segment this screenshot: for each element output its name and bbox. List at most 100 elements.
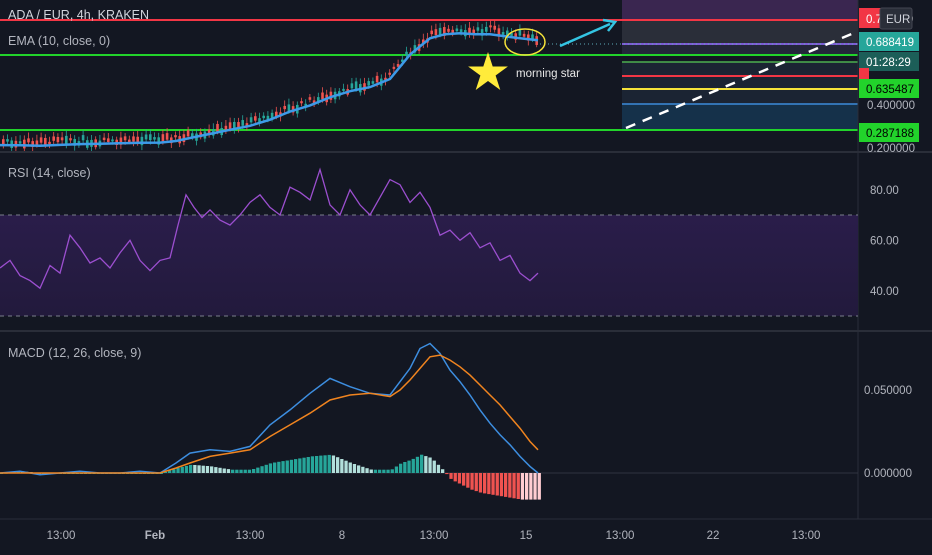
time-tick-label: 13:00	[792, 530, 821, 542]
candle	[44, 137, 47, 145]
macd-histogram-bar	[268, 463, 273, 473]
resistance-price-text: 0.7	[866, 14, 882, 26]
macd-histogram-bar	[340, 459, 344, 473]
macd-histogram-bar	[231, 469, 235, 473]
candle	[317, 97, 320, 102]
candle	[472, 29, 475, 35]
candle	[39, 137, 43, 143]
candle	[422, 39, 425, 44]
candle	[35, 140, 39, 145]
macd-histogram-bar	[529, 473, 533, 500]
macd-histogram-bar	[525, 473, 529, 500]
macd-histogram	[0, 454, 541, 500]
candle	[48, 141, 51, 145]
time-tick-label: Feb	[145, 530, 165, 542]
dashed-trend-line[interactable]	[625, 31, 855, 130]
candle	[518, 29, 522, 36]
macd-histogram-bar	[235, 469, 239, 473]
candle	[287, 104, 291, 112]
candle	[111, 139, 114, 142]
macd-histogram-bar	[369, 469, 373, 473]
candle	[363, 83, 366, 91]
ema-title: EMA (10, close, 0)	[8, 34, 110, 48]
signal-line	[0, 354, 539, 474]
highlight-ellipse[interactable]	[504, 28, 546, 56]
candle	[527, 34, 530, 41]
rsi-title: RSI (14, close)	[8, 166, 91, 180]
candle	[468, 27, 471, 35]
candle	[174, 135, 177, 138]
macd-tick-label: 0.050000	[864, 385, 912, 397]
support-price-tag[interactable]	[859, 123, 919, 142]
time-tick-label: 13:00	[47, 530, 76, 542]
macd-histogram-bar	[462, 473, 466, 486]
macd-histogram-bar	[285, 460, 289, 473]
candle	[249, 117, 253, 123]
time-tick-label: 13:00	[420, 530, 449, 542]
macd-histogram-bar	[298, 458, 302, 473]
candle	[2, 139, 5, 146]
neckline-price-tag[interactable]	[859, 79, 919, 98]
macd-histogram-bar	[432, 460, 436, 473]
currency-button[interactable]	[879, 7, 913, 30]
macd-histogram-bar	[428, 457, 432, 473]
red-level-tag	[859, 68, 869, 85]
candle	[191, 133, 194, 139]
rsi-tick-label: 40.00	[870, 286, 899, 298]
rsi-axis: 80.00 60.00 40.00	[870, 185, 899, 298]
candle	[102, 137, 106, 141]
zone-lower	[622, 62, 858, 104]
macd-histogram-bar	[319, 455, 323, 473]
candle	[438, 27, 442, 36]
macd-histogram-bar	[357, 465, 361, 473]
candle	[245, 123, 249, 127]
candle	[60, 137, 64, 141]
candle	[123, 136, 127, 141]
candle	[73, 138, 76, 146]
macd-histogram-bar	[453, 473, 457, 482]
macd-histogram-bar	[201, 465, 205, 473]
macd-histogram-bar	[256, 467, 260, 473]
candle	[52, 136, 55, 141]
candle	[140, 136, 144, 146]
macd-histogram-bar	[310, 456, 315, 473]
macd-histogram-bar	[533, 473, 537, 500]
macd-histogram-bar	[184, 465, 189, 473]
macd-histogram-bar	[424, 456, 428, 473]
candle	[266, 115, 270, 120]
candle	[23, 139, 26, 149]
price-tick-400: 0.400000	[867, 100, 915, 112]
macd-histogram-bar	[537, 473, 541, 500]
candle	[401, 59, 404, 62]
candle	[128, 139, 131, 143]
projection-arrow[interactable]	[559, 22, 611, 48]
candle	[186, 130, 190, 137]
candle	[375, 75, 379, 83]
time-tick-label: 13:00	[236, 530, 265, 542]
countdown-tag	[859, 52, 919, 71]
macd-histogram-bar	[504, 473, 508, 497]
candle	[485, 26, 488, 32]
macd-histogram-bar	[378, 469, 382, 473]
candle	[216, 123, 219, 132]
macd-histogram-bar	[386, 469, 390, 473]
macd-axis: 0.050000 0.000000	[864, 385, 912, 480]
candle	[161, 134, 165, 142]
macd-histogram-bar	[445, 473, 449, 475]
macd-histogram-bar	[218, 467, 222, 473]
candle	[300, 101, 303, 104]
candle	[308, 97, 312, 100]
price-tick-200: 0.200000	[867, 143, 915, 155]
macd-histogram-bar	[508, 473, 512, 498]
rsi-line	[0, 167, 539, 290]
current-price-tag[interactable]	[859, 32, 919, 51]
candle	[367, 81, 370, 86]
star-icon[interactable]	[468, 52, 508, 90]
macd-histogram-bar	[226, 469, 231, 473]
candle	[447, 28, 450, 32]
candle	[392, 66, 396, 69]
macd-histogram-bar	[411, 458, 415, 473]
symbol-title: ADA / EUR, 4h, KRAKEN	[8, 8, 149, 22]
candle	[283, 105, 286, 110]
